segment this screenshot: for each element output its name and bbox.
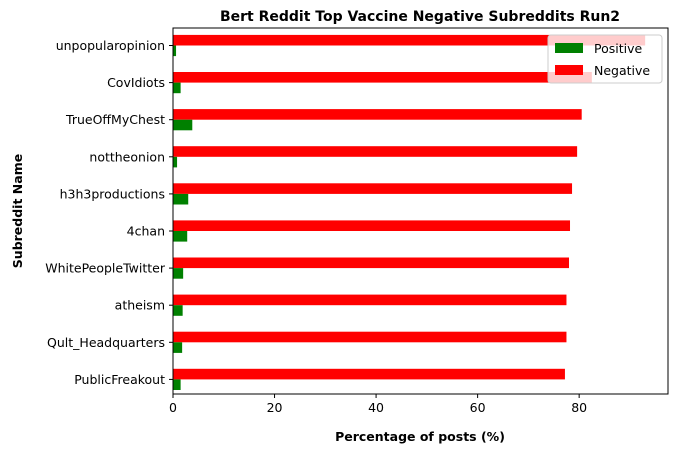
legend: Positive Negative [547,34,663,84]
plot-frame [172,27,669,395]
chart-title: Bert Reddit Top Vaccine Negative Subredd… [220,9,620,25]
y-tick-label-covidiots: CovIdiots [107,75,165,90]
bar-negative-atheism [173,294,567,306]
x-tick-label-20: 20 [267,400,283,415]
bar-positive-nottheonion [173,156,178,168]
x-tick-label-80: 80 [571,400,587,415]
bar-negative-nottheonion [173,146,578,157]
x-axis-label: Percentage of posts (%) [335,429,505,444]
bar-negative-whitepeopletwitter [173,257,569,269]
x-tick-label-60: 60 [470,400,486,415]
y-axis-ticks: unpopularopinion CovIdiots TrueOffMyChest n… [45,38,173,387]
y-tick-label-atheism: atheism [115,298,165,313]
bar-negative-trueoffmychest [173,109,582,120]
bars-group [173,34,646,390]
y-tick-label-publicfreakout: PublicFreakout [74,372,165,387]
bar-negative-covidiots [173,72,592,83]
bar-positive-atheism [173,305,183,316]
y-tick-label-whitepeopletwitter: WhitePeopleTwitter [45,261,166,276]
y-tick-label-trueoffmychest: TrueOffMyChest [65,112,165,127]
bar-negative-unpopularopinion [173,34,646,46]
bar-positive-unpopularopinion [173,45,177,57]
y-tick-label-unpopularopinion: unpopularopinion [56,38,165,53]
y-tick-label-nottheonion: nottheonion [89,149,165,164]
legend-label-negative: Negative [594,63,650,78]
legend-label-positive: Positive [594,41,642,56]
bar-positive-h3h3productions [173,193,189,205]
bar-positive-publicfreakout [173,379,181,390]
bar-positive-qult-headquarters [173,342,183,353]
legend-swatch-negative [555,65,583,75]
y-tick-label-h3h3productions: h3h3productions [60,186,165,201]
bar-negative-4chan [173,220,571,231]
bar-positive-whitepeopletwitter [173,268,184,279]
bar-positive-4chan [173,231,188,242]
x-tick-label-0: 0 [169,400,177,415]
bar-negative-qult-headquarters [173,331,567,343]
y-axis-label: Subreddit Name [10,154,25,268]
y-tick-label-qult-headquarters: Qult_Headquarters [47,335,165,350]
y-tick-label-4chan: 4chan [127,224,165,239]
x-tick-label-40: 40 [368,400,384,415]
bar-negative-publicfreakout [173,368,565,380]
bar-positive-trueoffmychest [173,119,193,131]
bar-negative-h3h3productions [173,183,573,194]
x-axis-ticks: 0 20 40 60 80 [169,394,587,415]
legend-swatch-positive [555,43,583,53]
bar-positive-covidiots [173,82,181,94]
